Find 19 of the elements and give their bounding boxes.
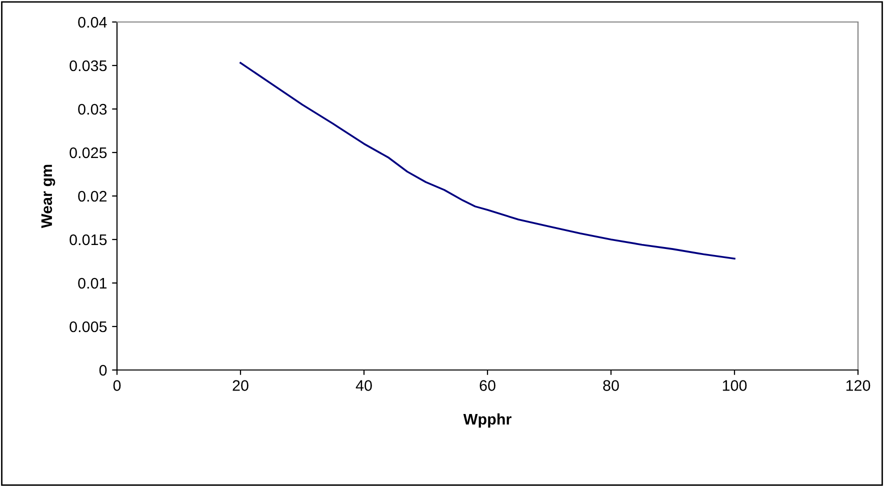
x-tick-label: 60 bbox=[480, 380, 496, 391]
x-tick-label: 40 bbox=[356, 380, 372, 391]
y-tick-label: 0.01 bbox=[78, 278, 107, 289]
x-tick-label: 20 bbox=[232, 380, 248, 391]
x-tick-label: 120 bbox=[846, 380, 870, 391]
line-series bbox=[240, 62, 736, 260]
x-tick-label: 100 bbox=[722, 380, 747, 391]
y-tick-label: 0.02 bbox=[78, 190, 107, 202]
y-tick-label: 0.005 bbox=[70, 321, 107, 332]
y-tick-label: 0.035 bbox=[70, 60, 107, 72]
x-tick-label: 80 bbox=[603, 380, 619, 391]
y-tick-label: 0.015 bbox=[70, 234, 107, 246]
y-tick-label: 0 bbox=[99, 364, 107, 376]
x-tick-label: 0 bbox=[113, 380, 121, 391]
y-tick-label: 0.025 bbox=[70, 147, 107, 158]
y-tick-label: 0.04 bbox=[78, 16, 107, 28]
y-axis-title: Wear gm bbox=[41, 164, 56, 228]
y-tick-label: 0.03 bbox=[78, 104, 107, 115]
x-axis-title: Wpphr bbox=[463, 413, 512, 428]
